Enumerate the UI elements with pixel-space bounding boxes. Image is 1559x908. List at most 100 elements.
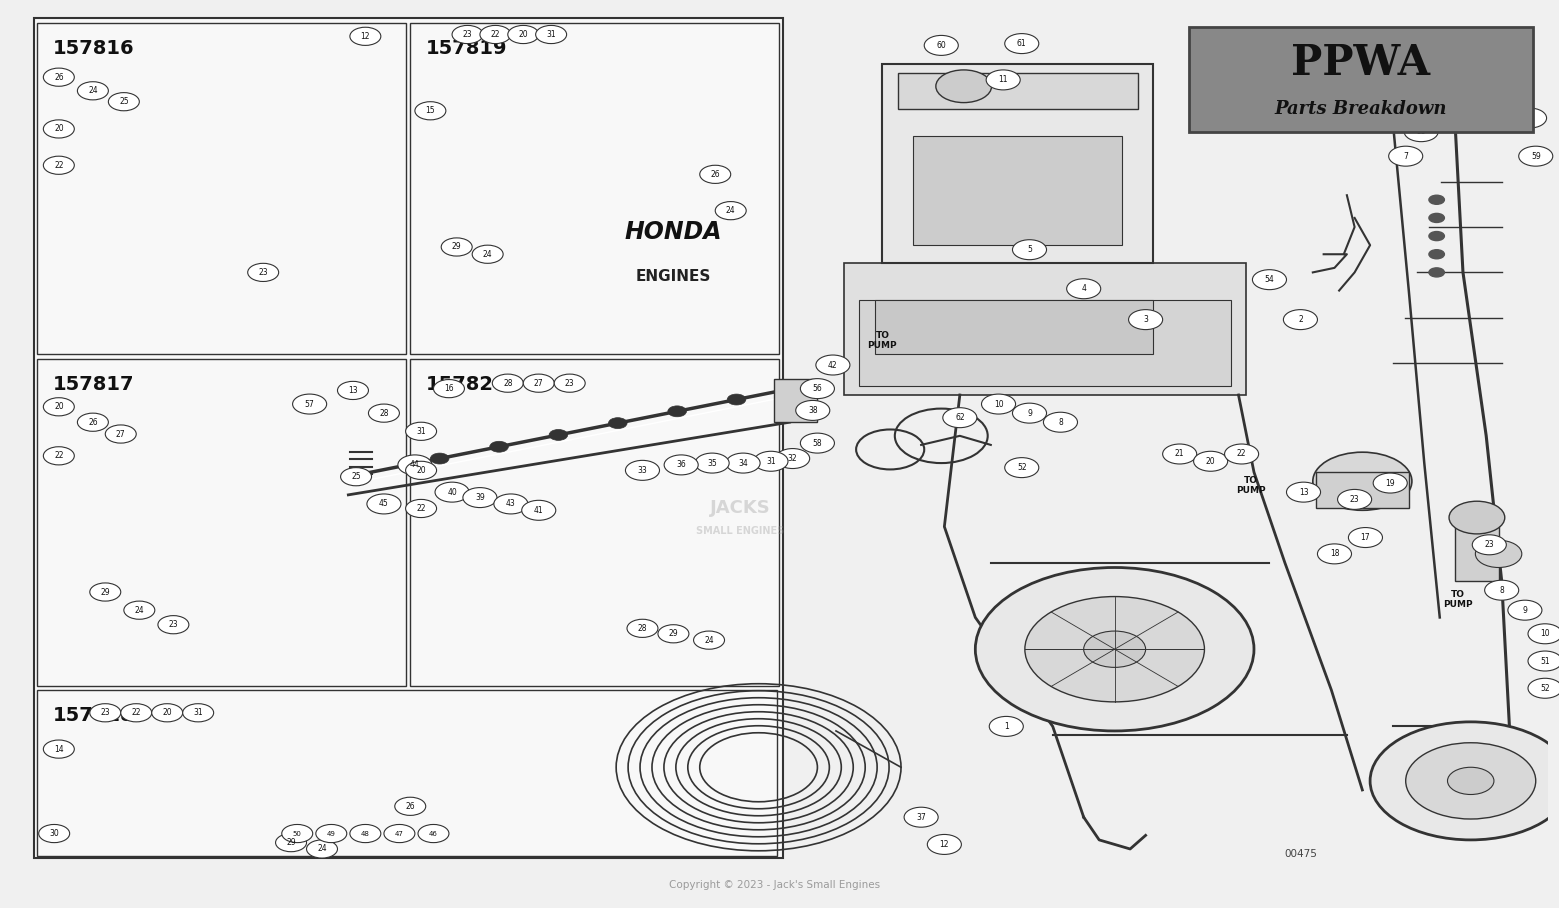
Text: 10: 10	[993, 400, 1004, 409]
Text: 157818: 157818	[53, 706, 134, 725]
Text: 7: 7	[1403, 152, 1408, 161]
Text: 22: 22	[416, 504, 426, 513]
Circle shape	[182, 704, 214, 722]
Text: 22: 22	[55, 161, 64, 170]
Circle shape	[1484, 580, 1518, 600]
Text: 49: 49	[327, 831, 335, 836]
Circle shape	[1024, 597, 1205, 702]
Circle shape	[44, 68, 75, 86]
Circle shape	[1528, 651, 1559, 671]
Circle shape	[982, 394, 1015, 414]
Text: 37: 37	[917, 813, 926, 822]
Circle shape	[106, 425, 136, 443]
Bar	[882, 64, 1154, 263]
Text: 28: 28	[379, 409, 388, 418]
Text: 32: 32	[787, 454, 798, 463]
Circle shape	[307, 840, 337, 858]
Text: 9: 9	[1523, 606, 1528, 615]
Circle shape	[44, 156, 75, 174]
Circle shape	[418, 824, 449, 843]
Text: 36: 36	[677, 460, 686, 469]
Circle shape	[1528, 624, 1559, 644]
Circle shape	[415, 102, 446, 120]
Text: 29: 29	[669, 629, 678, 638]
Circle shape	[435, 482, 469, 502]
Text: 22: 22	[55, 451, 64, 460]
Text: 10: 10	[1540, 629, 1550, 638]
Text: 23: 23	[259, 268, 268, 277]
Text: TO
PUMP: TO PUMP	[868, 331, 898, 350]
Bar	[1316, 472, 1409, 508]
Circle shape	[282, 824, 313, 843]
Text: 22: 22	[1236, 449, 1246, 459]
Circle shape	[1430, 268, 1444, 277]
Circle shape	[44, 740, 75, 758]
Circle shape	[1430, 195, 1444, 204]
Text: 14: 14	[55, 745, 64, 754]
Text: 35: 35	[708, 459, 717, 468]
Text: 57: 57	[304, 400, 315, 409]
Text: TO
PUMP: TO PUMP	[1236, 477, 1266, 495]
FancyBboxPatch shape	[843, 263, 1246, 395]
Text: 20: 20	[416, 466, 426, 475]
Bar	[859, 300, 1230, 386]
Text: SMALL ENGINES: SMALL ENGINES	[695, 526, 784, 537]
Text: HONDA: HONDA	[625, 220, 722, 243]
Bar	[34, 18, 783, 858]
Circle shape	[1084, 631, 1146, 667]
Circle shape	[90, 704, 120, 722]
Text: 52: 52	[1540, 684, 1550, 693]
Circle shape	[1252, 270, 1286, 290]
Circle shape	[44, 120, 75, 138]
Text: 5: 5	[1027, 245, 1032, 254]
Circle shape	[776, 449, 809, 469]
Text: 13: 13	[348, 386, 357, 395]
Circle shape	[44, 447, 75, 465]
Circle shape	[976, 568, 1253, 731]
Text: 24: 24	[316, 844, 327, 854]
Text: 28: 28	[504, 379, 513, 388]
Circle shape	[472, 245, 504, 263]
Circle shape	[1224, 444, 1258, 464]
Circle shape	[608, 418, 627, 429]
Circle shape	[664, 455, 698, 475]
Text: 61: 61	[1016, 39, 1026, 48]
Circle shape	[44, 398, 75, 416]
Circle shape	[452, 25, 483, 44]
Circle shape	[700, 165, 731, 183]
Text: 44: 44	[410, 460, 419, 469]
Circle shape	[248, 263, 279, 281]
Text: 20: 20	[1205, 457, 1216, 466]
Text: 11: 11	[998, 75, 1009, 84]
Text: 26: 26	[87, 418, 98, 427]
Bar	[775, 379, 817, 422]
Circle shape	[1317, 544, 1352, 564]
Circle shape	[1194, 451, 1227, 471]
Circle shape	[815, 355, 850, 375]
Circle shape	[800, 433, 834, 453]
Text: 24: 24	[705, 636, 714, 645]
Text: 38: 38	[808, 406, 817, 415]
Text: 31: 31	[765, 457, 776, 466]
Text: 18: 18	[1330, 549, 1339, 558]
Circle shape	[1370, 722, 1559, 840]
Text: Parts Breakdown: Parts Breakdown	[1275, 100, 1447, 118]
Text: PPWA: PPWA	[1291, 42, 1430, 84]
Bar	[875, 300, 1154, 354]
Bar	[1190, 27, 1532, 132]
Text: Copyright © 2023 - Jack's Small Engines: Copyright © 2023 - Jack's Small Engines	[669, 880, 879, 891]
Text: 23: 23	[1350, 495, 1359, 504]
Text: 12: 12	[940, 840, 949, 849]
Circle shape	[1207, 48, 1239, 68]
Circle shape	[943, 408, 977, 428]
Circle shape	[39, 824, 70, 843]
Text: 34: 34	[739, 459, 748, 468]
Text: 24: 24	[483, 250, 493, 259]
Circle shape	[120, 704, 151, 722]
Text: 22: 22	[131, 708, 140, 717]
Circle shape	[1430, 250, 1444, 259]
Text: 16: 16	[444, 384, 454, 393]
Circle shape	[337, 381, 368, 400]
Circle shape	[430, 453, 449, 464]
Text: 23: 23	[100, 708, 111, 717]
